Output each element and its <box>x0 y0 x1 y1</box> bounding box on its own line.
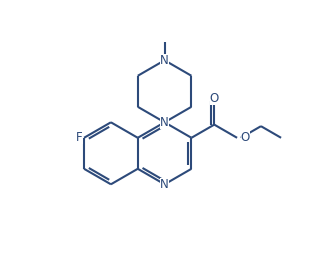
Text: F: F <box>76 131 82 144</box>
Text: N: N <box>160 54 169 67</box>
Text: N: N <box>160 116 169 129</box>
Text: O: O <box>241 131 250 144</box>
Text: O: O <box>210 93 219 105</box>
Text: N: N <box>160 178 169 191</box>
